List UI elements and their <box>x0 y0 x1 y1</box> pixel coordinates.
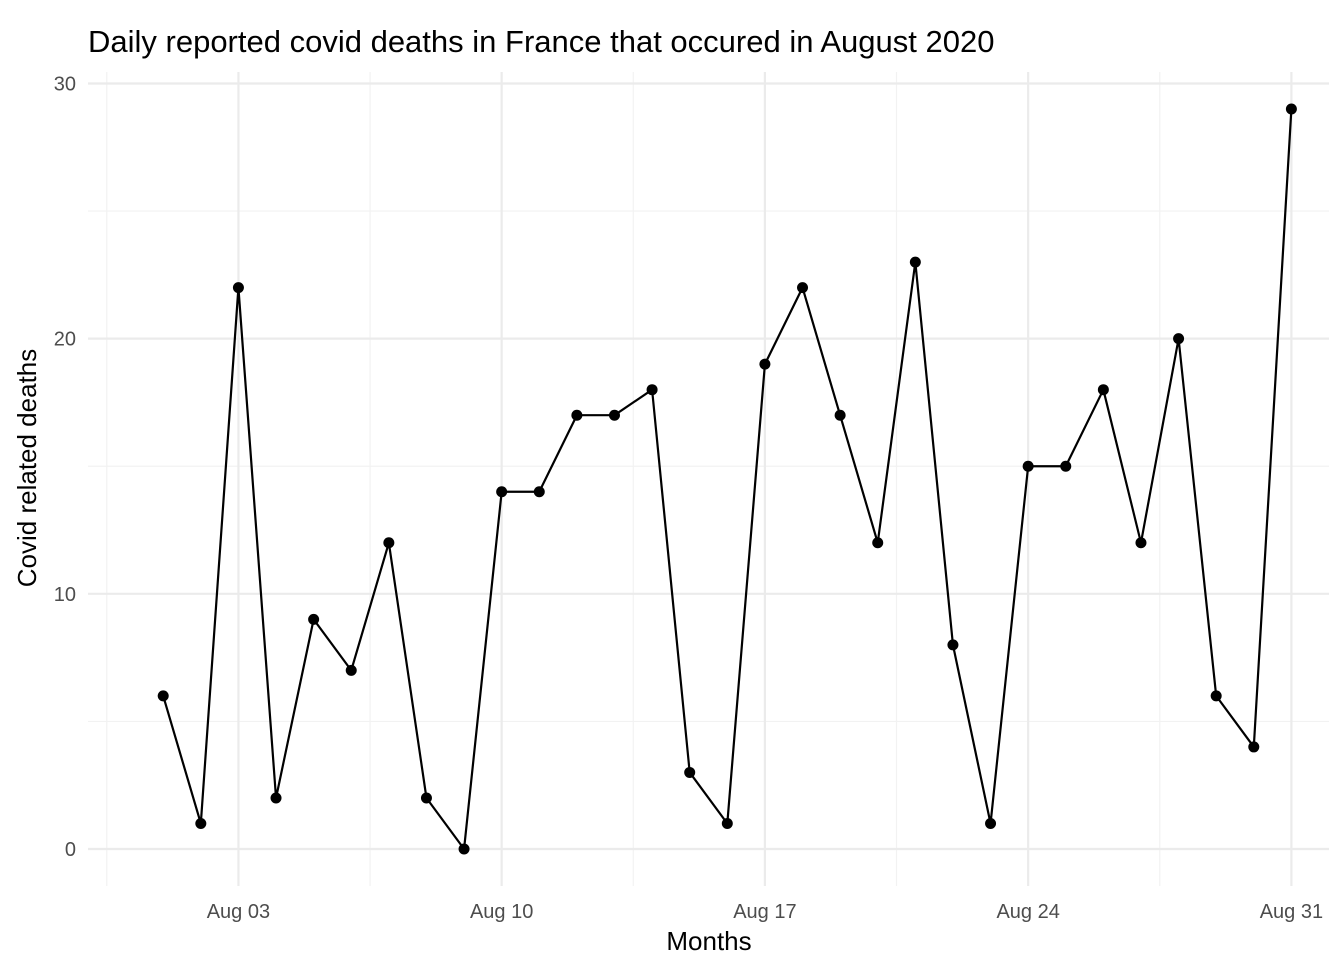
data-point-2020-08-22 <box>947 639 959 651</box>
data-point-2020-08-20 <box>872 537 884 549</box>
x-tick-label: Aug 10 <box>470 901 533 923</box>
y-tick-label: 10 <box>54 584 76 606</box>
data-point-2020-08-04 <box>270 792 282 804</box>
data-point-2020-08-27 <box>1135 537 1147 549</box>
y-tick-label: 20 <box>54 329 76 351</box>
data-point-2020-08-10 <box>496 486 508 498</box>
data-point-2020-08-02 <box>195 817 207 829</box>
data-point-2020-08-26 <box>1097 384 1109 396</box>
data-point-2020-08-13 <box>608 409 620 421</box>
data-point-2020-08-23 <box>985 817 997 829</box>
x-tick-label: Aug 03 <box>207 901 270 923</box>
data-point-2020-08-28 <box>1173 333 1185 345</box>
x-axis-title: Months <box>666 926 751 956</box>
y-tick-label: 0 <box>65 839 76 861</box>
data-point-2020-08-24 <box>1022 460 1034 472</box>
data-point-2020-08-09 <box>458 843 470 855</box>
data-point-2020-08-31 <box>1285 103 1297 115</box>
x-tick-label: Aug 31 <box>1260 901 1323 923</box>
data-point-2020-08-03 <box>232 282 244 294</box>
data-point-2020-08-07 <box>383 537 395 549</box>
y-tick-label: 30 <box>54 73 76 95</box>
data-point-2020-08-17 <box>759 358 771 370</box>
data-points <box>157 103 1297 855</box>
data-point-2020-08-05 <box>308 613 320 625</box>
x-axis-ticks: Aug 03 Aug 10 Aug 17 Aug 24 Aug 31 <box>207 901 1323 923</box>
data-point-2020-08-18 <box>797 282 809 294</box>
data-point-2020-08-01 <box>157 690 169 702</box>
series-line <box>162 108 1293 851</box>
data-point-2020-08-25 <box>1060 460 1072 472</box>
grid <box>88 72 1329 886</box>
data-point-2020-08-06 <box>345 664 357 676</box>
data-point-2020-08-08 <box>420 792 432 804</box>
data-point-2020-08-29 <box>1210 690 1222 702</box>
y-axis-title: Covid related deaths <box>12 349 42 587</box>
data-point-2020-08-11 <box>533 486 545 498</box>
x-tick-label: Aug 24 <box>996 901 1059 923</box>
chart-title: Daily reported covid deaths in France th… <box>88 24 994 59</box>
data-point-2020-08-30 <box>1248 741 1260 753</box>
data-point-2020-08-16 <box>721 817 733 829</box>
data-point-2020-08-12 <box>571 409 583 421</box>
data-point-2020-08-19 <box>834 409 846 421</box>
x-tick-label: Aug 17 <box>733 901 796 923</box>
data-point-2020-08-14 <box>646 384 658 396</box>
y-axis-ticks: 0 10 20 30 <box>54 73 76 861</box>
data-point-2020-08-15 <box>684 766 696 778</box>
data-point-2020-08-21 <box>909 256 921 268</box>
